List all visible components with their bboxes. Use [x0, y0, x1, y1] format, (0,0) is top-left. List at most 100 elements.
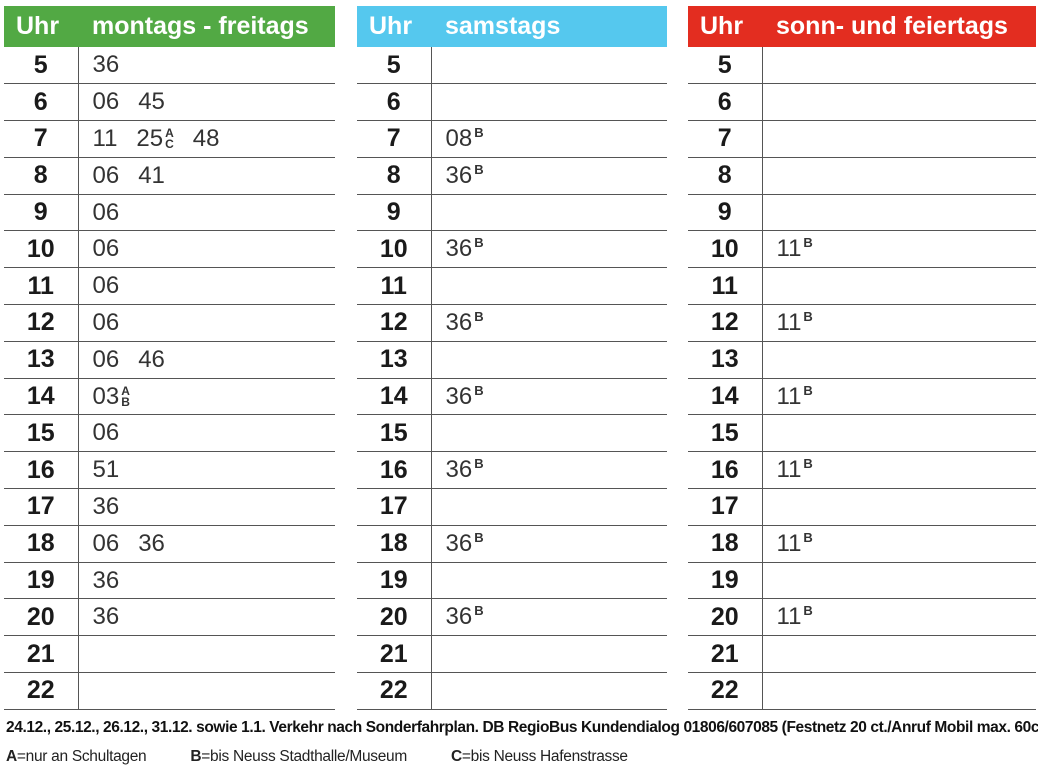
departure-minute: 06	[92, 345, 120, 373]
departure-minute: 06	[92, 529, 120, 557]
departure-minute: 36	[92, 51, 120, 79]
hour-column-label: Uhr	[16, 12, 60, 40]
hour-row: 19	[357, 562, 667, 600]
hour-cell: 22	[357, 672, 432, 710]
saturday-header: Uhr samstags	[357, 6, 667, 47]
minutes-cell: 06 36	[78, 525, 335, 563]
hour-cell: 8	[4, 157, 79, 195]
departure-minute: 45	[138, 88, 165, 116]
hour-row: 11	[688, 267, 1036, 306]
minutes-cell: 11 B	[762, 525, 1036, 563]
hour-cell: 11	[4, 267, 79, 306]
hour-cell: 5	[4, 47, 79, 85]
hour-row: 7 11 25 A C 48	[4, 120, 335, 158]
sunday-holiday-timetable: Uhr sonn- und feiertags 5 6 7 8 9 10 11 B 11 12 11…	[688, 6, 1036, 710]
departure-minute: 06	[92, 308, 120, 336]
hour-cell: 10	[4, 230, 79, 269]
hour-row: 15	[688, 414, 1036, 453]
hour-cell: 19	[688, 562, 763, 600]
departure-minute: 11 B	[776, 382, 813, 410]
legend-key: A	[6, 748, 17, 765]
hour-cell: 10	[688, 230, 763, 269]
hour-cell: 6	[4, 83, 79, 122]
weekday-table: 5 36 6 06 45 7 11 25 A C 48 8 06 41 9 06 10 06 11 06 12 06 13 0…	[4, 47, 335, 710]
minutes-cell	[431, 414, 667, 453]
minutes-cell	[762, 267, 1036, 306]
footnote-marker: B	[474, 161, 484, 177]
hour-row: 8 06 41	[4, 157, 335, 195]
footnote-marker: B	[474, 308, 484, 324]
minutes-cell: 51	[78, 451, 335, 490]
minutes-cell: 11 B	[762, 378, 1036, 416]
hour-cell: 17	[357, 488, 432, 526]
departure-minute: 11 B	[776, 235, 813, 263]
minutes-cell: 06	[78, 414, 335, 453]
hour-row: 19 36	[4, 562, 335, 600]
footnote-marker: B	[803, 308, 813, 324]
footnote-marker: B	[474, 124, 484, 140]
minutes-cell: 11 B	[762, 304, 1036, 342]
departure-minute: 36	[92, 566, 120, 594]
hour-row: 18 06 36	[4, 525, 335, 563]
minutes-cell	[431, 194, 667, 232]
footnote-marker: B	[803, 456, 813, 472]
hour-row: 20 36 B	[357, 598, 667, 637]
hour-row: 6 06 45	[4, 83, 335, 122]
hour-cell: 13	[357, 341, 432, 379]
hour-cell: 17	[688, 488, 763, 526]
hour-row: 9 06	[4, 194, 335, 232]
hour-cell: 20	[357, 598, 432, 637]
weekday-header: Uhr montags - freitags	[4, 6, 335, 47]
departure-minute: 36	[92, 603, 120, 631]
hour-row: 17	[357, 488, 667, 526]
minutes-cell	[762, 157, 1036, 195]
hour-cell: 9	[357, 194, 432, 232]
departure-minute: 48	[192, 124, 220, 152]
hour-row: 21	[688, 635, 1036, 674]
hour-row: 13	[357, 341, 667, 379]
hour-row: 7 08 B	[357, 120, 667, 158]
hour-cell: 14	[4, 378, 79, 416]
hour-row: 5 36	[4, 47, 335, 85]
departure-minute: 25 A C	[136, 124, 174, 152]
hour-row: 5	[688, 47, 1036, 85]
hour-cell: 9	[688, 194, 763, 232]
hour-row: 8	[688, 157, 1036, 195]
departure-minute: 11 B	[776, 456, 813, 484]
departure-minute: 51	[92, 456, 120, 484]
departure-minute: 06	[92, 88, 120, 116]
departure-minute: 03 A B	[92, 382, 130, 410]
hour-row: 19	[688, 562, 1036, 600]
hour-row: 7	[688, 120, 1036, 158]
minutes-cell	[762, 672, 1036, 710]
departure-minute: 06	[92, 235, 120, 263]
hour-cell: 21	[4, 635, 79, 674]
minutes-cell: 06	[78, 194, 335, 232]
hour-cell: 5	[688, 47, 763, 85]
minutes-cell	[431, 341, 667, 379]
hour-cell: 15	[4, 414, 79, 453]
hour-row: 12 11 B	[688, 304, 1036, 342]
departure-minute: 08 B	[445, 124, 484, 152]
legend-b: B=bis Neuss Stadthalle/Museum	[190, 748, 407, 765]
hour-cell: 22	[688, 672, 763, 710]
legend-text: =bis Neuss Stadthalle/Museum	[201, 748, 407, 765]
departure-minute: 36 B	[445, 161, 484, 189]
hour-cell: 20	[4, 598, 79, 637]
hour-row: 17 36	[4, 488, 335, 526]
hour-cell: 12	[688, 304, 763, 342]
hour-row: 8 36 B	[357, 157, 667, 195]
hour-cell: 12	[357, 304, 432, 342]
hour-cell: 7	[688, 120, 763, 158]
minutes-cell: 36 B	[431, 378, 667, 416]
footnote-marker: B	[474, 382, 484, 398]
minutes-cell: 36 B	[431, 451, 667, 490]
minutes-cell: 11 B	[762, 598, 1036, 637]
minutes-cell	[762, 635, 1036, 674]
minutes-cell: 06 46	[78, 341, 335, 379]
departure-minute: 11 B	[776, 308, 813, 336]
minutes-cell	[762, 194, 1036, 232]
hour-row: 11	[357, 267, 667, 306]
hour-row: 12 06	[4, 304, 335, 342]
hour-row: 15 06	[4, 414, 335, 453]
